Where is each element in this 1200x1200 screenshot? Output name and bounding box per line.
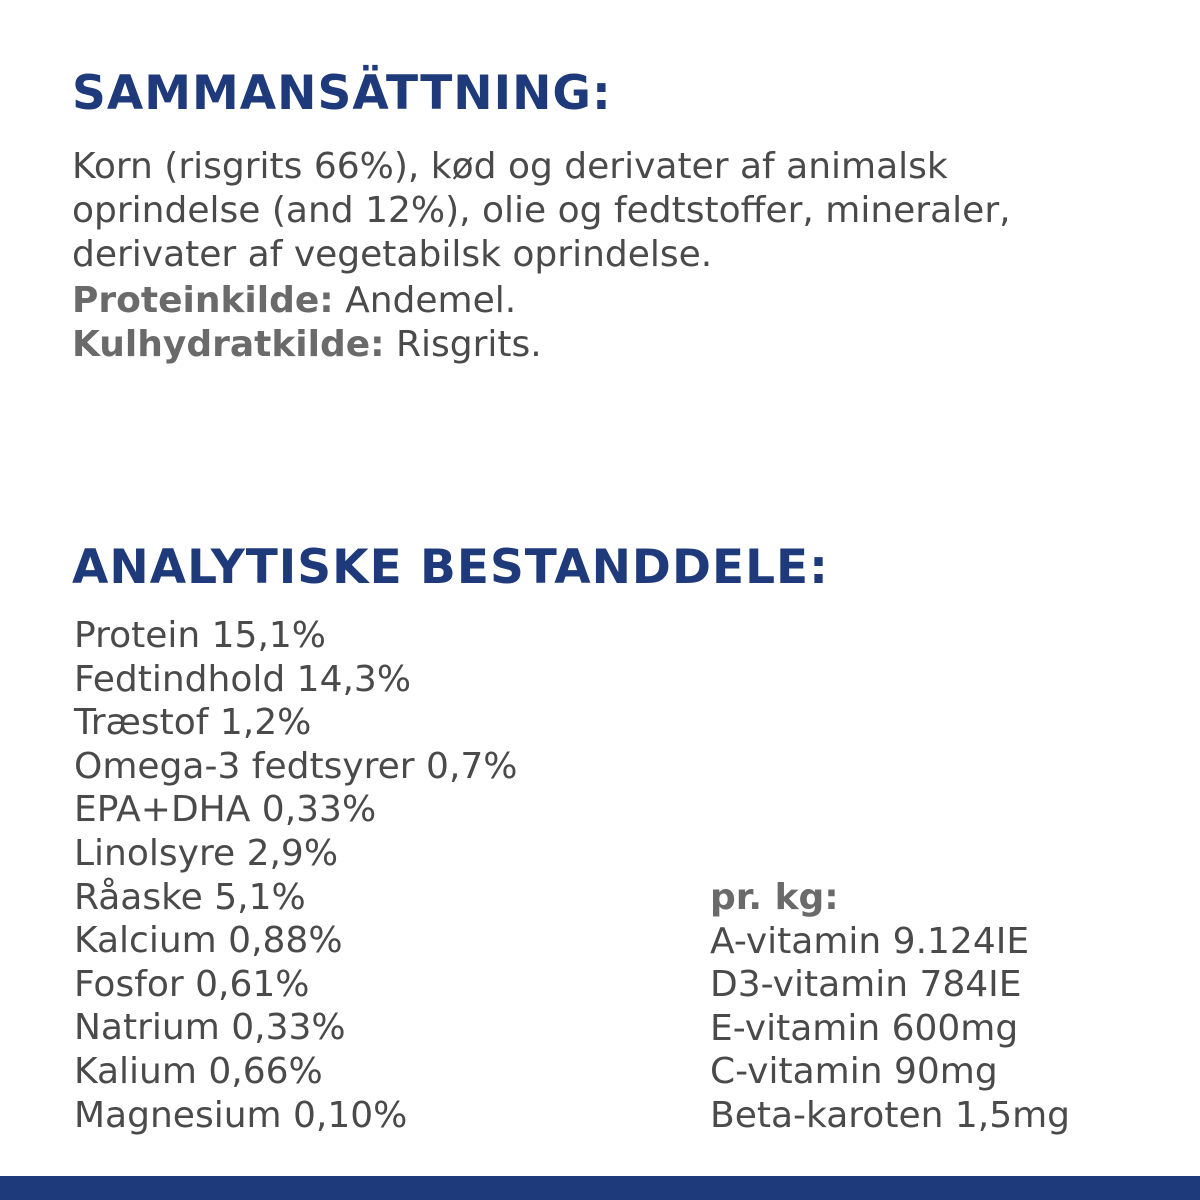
- composition-heading: SAMMANSÄTTNING:: [72, 66, 612, 121]
- list-item: Fosfor 0,61%: [74, 963, 310, 1005]
- list-item: C-vitamin 90mg: [710, 1051, 998, 1093]
- carb-source-value: Risgrits.: [384, 324, 542, 365]
- list-item: Råaske 5,1%: [74, 876, 306, 918]
- analytical-list: Protein 15,1% Fedtindhold 14,3% Træstof …: [74, 614, 518, 1137]
- sources-block: Proteinkilde: Andemel. Kulhydratkilde: R…: [72, 279, 542, 367]
- composition-line: Korn (risgrits 66%), kød og derivater af…: [72, 146, 948, 187]
- footer-bar: [0, 1176, 1200, 1200]
- per-kg-label: pr. kg:: [710, 877, 839, 918]
- composition-line: derivater af vegetabilsk oprindelse.: [72, 234, 713, 275]
- list-item: Kalcium 0,88%: [74, 920, 343, 962]
- list-item: Fedtindhold 14,3%: [74, 658, 412, 700]
- carb-source-label: Kulhydratkilde:: [72, 324, 385, 365]
- protein-source-label: Proteinkilde:: [72, 280, 334, 321]
- protein-source-value: Andemel.: [333, 280, 517, 321]
- list-item: Natrium 0,33%: [74, 1007, 346, 1049]
- list-item: E-vitamin 600mg: [710, 1007, 1019, 1049]
- protein-source: Proteinkilde: Andemel.: [72, 279, 542, 323]
- analytical-heading: ANALYTISKE BESTANDDELE:: [72, 540, 829, 595]
- list-item: Linolsyre 2,9%: [74, 832, 339, 874]
- carb-source: Kulhydratkilde: Risgrits.: [72, 323, 542, 367]
- list-item: EPA+DHA 0,33%: [74, 789, 377, 831]
- list-item: Omega-3 fedtsyrer 0,7%: [74, 745, 518, 787]
- list-item: Træstof 1,2%: [74, 702, 312, 744]
- list-item: Beta-karoten 1,5mg: [710, 1094, 1071, 1136]
- per-kg-list: pr. kg: A-vitamin 9.124IE D3-vitamin 784…: [710, 876, 1070, 1138]
- list-item: A-vitamin 9.124IE: [710, 920, 1030, 962]
- composition-line: oprindelse (and 12%), olie og fedtstoffe…: [72, 190, 1011, 231]
- list-item: Magnesium 0,10%: [74, 1094, 408, 1136]
- list-item: Kalium 0,66%: [74, 1050, 323, 1092]
- list-item: Protein 15,1%: [74, 615, 326, 656]
- list-item: D3-vitamin 784IE: [710, 964, 1022, 1006]
- composition-text: Korn (risgrits 66%), kød og derivater af…: [72, 145, 1011, 277]
